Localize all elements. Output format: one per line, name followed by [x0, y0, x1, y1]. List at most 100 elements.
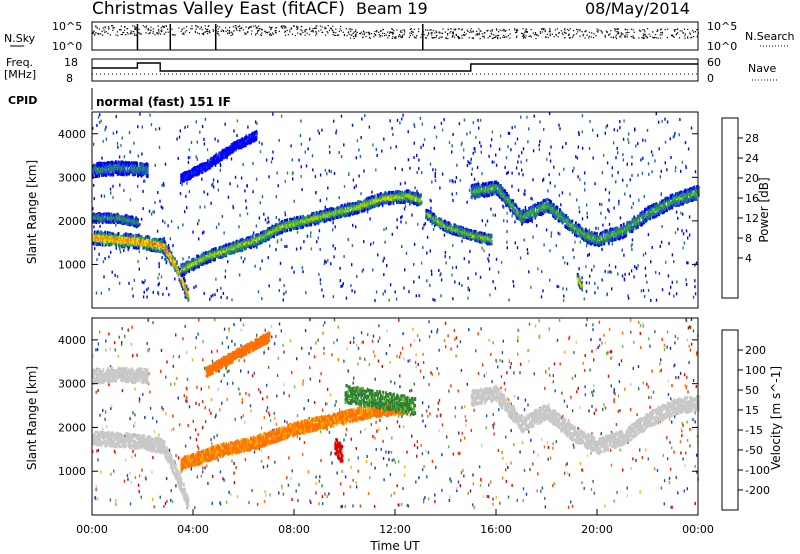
- nsky-point: [104, 31, 106, 33]
- noise-cell: [220, 295, 222, 299]
- data-cell: [326, 208, 328, 212]
- data-cell: [313, 218, 316, 222]
- data-cell: [160, 238, 163, 242]
- nsky-point: [296, 28, 298, 31]
- data-cell: [299, 215, 302, 219]
- nsky-point: [495, 28, 497, 30]
- nsky-point: [270, 28, 272, 30]
- nsky-point: [431, 31, 433, 34]
- noise-cell: [354, 290, 356, 294]
- nsky-point: [503, 36, 505, 38]
- data-cell: [481, 240, 483, 244]
- nsky-point: [479, 38, 481, 40]
- nsky-point: [516, 28, 518, 30]
- data-cell: [409, 197, 412, 201]
- noise-cell: [351, 123, 354, 127]
- noise-cell: [634, 128, 636, 132]
- noise-cell: [455, 176, 458, 180]
- nsky-point: [626, 36, 628, 38]
- nsky-point: [375, 34, 377, 36]
- data-cell: [389, 201, 392, 205]
- data-cell: [134, 243, 137, 247]
- nsky-point: [494, 36, 497, 38]
- noise-cell: [608, 209, 610, 213]
- nsky-point: [540, 28, 543, 30]
- nsky-point: [507, 35, 509, 37]
- nsky-point: [252, 25, 254, 27]
- noise-cell: [193, 286, 195, 289]
- nsky-point: [370, 33, 373, 35]
- nsky-point: [445, 37, 447, 39]
- nsky-point: [615, 37, 618, 40]
- nsky-point: [581, 31, 583, 33]
- nsky-left-tick-bottom: 10^0: [52, 40, 82, 53]
- freq-left-label-line1: Freq.: [6, 56, 33, 69]
- noise-cell: [558, 194, 561, 197]
- nsky-point: [301, 30, 303, 32]
- nsky-point: [350, 34, 352, 36]
- data-cell: [187, 298, 190, 302]
- noise-cell: [278, 138, 280, 142]
- noise-cell: [305, 164, 308, 168]
- nsky-point: [330, 27, 332, 29]
- noise-cell: [391, 126, 393, 130]
- data-cell: [166, 256, 168, 260]
- noise-cell: [403, 286, 405, 290]
- data-cell: [115, 237, 117, 241]
- nsky-point: [312, 31, 314, 33]
- noise-cell: [562, 298, 565, 302]
- nsky-point: [568, 29, 570, 32]
- nsky-point: [452, 32, 454, 34]
- nsky-point: [562, 34, 564, 36]
- noise-cell: [470, 161, 472, 165]
- noise-cell: [92, 207, 94, 211]
- noise-cell: [619, 126, 621, 130]
- noise-cell: [602, 153, 605, 157]
- nsky-point: [343, 35, 345, 37]
- nsky-point: [162, 26, 164, 28]
- data-cell: [181, 276, 184, 280]
- nsky-point: [285, 26, 287, 28]
- data-cell: [310, 223, 313, 227]
- data-cell: [145, 247, 148, 251]
- data-cell: [354, 210, 357, 214]
- noise-cell: [105, 125, 107, 129]
- nsky-point: [270, 29, 272, 31]
- noise-cell: [545, 228, 548, 232]
- data-cell: [474, 187, 477, 192]
- noise-cell: [335, 129, 338, 133]
- nsky-point: [97, 32, 99, 35]
- data-cell: [328, 218, 331, 222]
- noise-cell: [93, 197, 95, 201]
- nsky-point: [127, 33, 129, 35]
- data-cell: [477, 193, 480, 197]
- nsky-point: [672, 34, 674, 36]
- noise-cell: [533, 114, 535, 118]
- noise-cell: [131, 287, 133, 291]
- noise-cell: [684, 141, 687, 145]
- noise-cell: [240, 256, 242, 260]
- nsky-point: [158, 32, 160, 34]
- nsky-point: [564, 37, 566, 39]
- nsky-point: [516, 35, 518, 37]
- noise-cell: [650, 150, 653, 154]
- nsky-point: [394, 37, 396, 39]
- nsky-point: [135, 34, 137, 36]
- nsky-point: [306, 32, 308, 34]
- noise-cell: [581, 130, 583, 134]
- noise-cell: [512, 280, 514, 284]
- data-cell: [180, 282, 183, 286]
- data-cell: [499, 188, 502, 192]
- data-cell: [394, 199, 396, 203]
- noise-cell: [685, 164, 687, 168]
- nsky-point: [535, 33, 537, 35]
- noise-cell: [422, 246, 424, 249]
- noise-cell: [558, 285, 560, 289]
- data-cell: [481, 192, 484, 196]
- nsky-point: [481, 33, 483, 35]
- nsky-point: [539, 32, 542, 34]
- nsky-point: [694, 31, 696, 33]
- nsky-point: [542, 28, 544, 30]
- noise-cell: [681, 212, 684, 216]
- noise-cell: [472, 121, 475, 125]
